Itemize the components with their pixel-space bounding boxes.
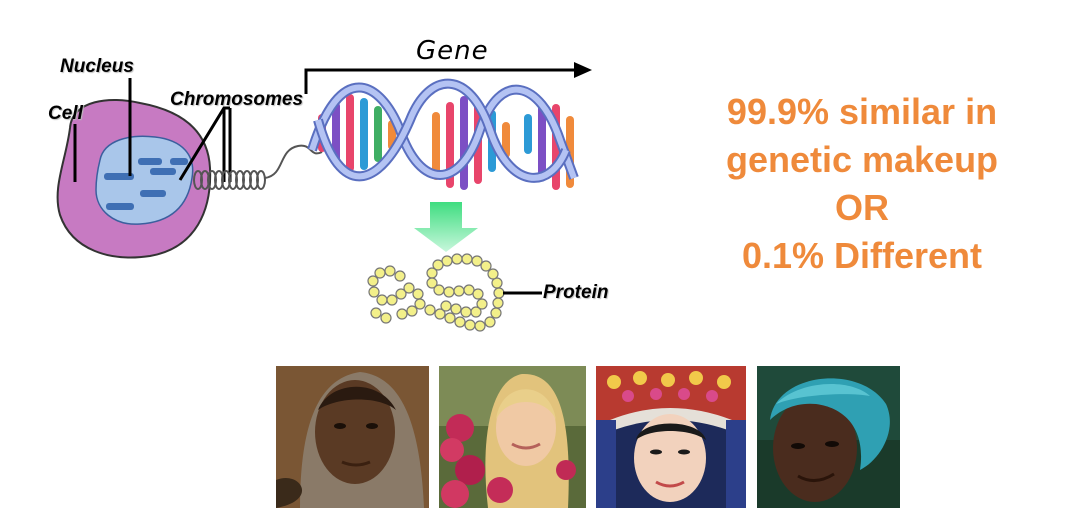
green-down-arrow xyxy=(414,202,478,252)
protein-label: Protein xyxy=(543,282,609,303)
nucleus-shape xyxy=(95,135,194,225)
portrait-4-woman-in-teal-headwrap xyxy=(757,366,900,508)
similarity-statement: 99.9% similar in genetic makeup OR 0.1% … xyxy=(690,88,1034,280)
chromosomes-pointer-lines xyxy=(178,106,232,182)
statement-line-3: OR xyxy=(835,187,889,228)
statement-line-2: genetic makeup xyxy=(725,139,999,180)
chromosome-bars xyxy=(104,158,188,210)
statement-line-4: 0.1% Different xyxy=(741,235,983,276)
chromosome-coil xyxy=(193,144,323,190)
chromosomes-label: Chromosomes xyxy=(170,89,304,110)
portrait-2-blonde-woman-with-flowers xyxy=(439,366,586,508)
gene-arrow xyxy=(304,62,592,94)
portrait-1-woman-in-headscarf xyxy=(276,366,429,508)
protein-chain xyxy=(367,253,505,332)
statement-line-1: 99.9% similar in xyxy=(726,91,998,132)
dna-helix xyxy=(307,78,579,190)
portrait-3-woman-in-ornate-headdress xyxy=(596,366,746,508)
nucleus-label: Nucleus xyxy=(60,56,134,77)
gene-label: Gene xyxy=(416,36,489,66)
cell-label: Cell xyxy=(48,103,83,124)
